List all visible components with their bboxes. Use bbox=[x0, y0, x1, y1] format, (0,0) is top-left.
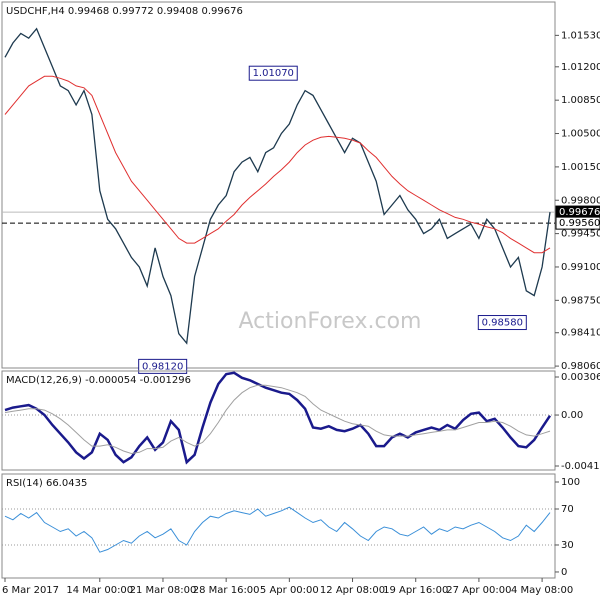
annotation-box bbox=[477, 315, 527, 331]
y-tick-label: 1.00150 bbox=[561, 162, 600, 173]
x-tick-label: 6 Mar 2017 bbox=[2, 585, 59, 596]
series-line bbox=[4, 371, 552, 465]
annotation-box bbox=[138, 358, 188, 374]
panel-frame bbox=[1, 1, 556, 369]
watermark: ActionForex.com bbox=[239, 309, 422, 334]
panel-title: RSI(14) 66.0435 bbox=[6, 478, 87, 489]
panel-title: USDCHF,H4 0.99468 0.99772 0.99408 0.9967… bbox=[6, 6, 243, 17]
y-tick-label: 1.01200 bbox=[561, 62, 600, 73]
y-tick-label: -0.004104 bbox=[561, 461, 600, 472]
level-box bbox=[555, 216, 600, 230]
y-tick-label: 0.98060 bbox=[561, 361, 600, 372]
level-label: 0.99560 bbox=[559, 218, 600, 229]
y-tick-label: 100 bbox=[561, 477, 580, 488]
y-tick-label: 1.01530 bbox=[561, 30, 600, 41]
title-bg bbox=[5, 478, 89, 489]
y-tick-label: 0.99100 bbox=[561, 262, 600, 273]
x-tick-label: 19 Apr 16:00 bbox=[383, 585, 448, 596]
x-tick-label: 5 Apr 00:00 bbox=[260, 585, 319, 596]
title-bg bbox=[5, 6, 244, 17]
annotation-label: 1.01070 bbox=[253, 68, 294, 79]
y-tick-label: 30 bbox=[561, 540, 574, 551]
y-tick-label: 70 bbox=[561, 504, 574, 515]
panel-frame bbox=[1, 473, 556, 579]
x-tick-label: 14 Mar 00:00 bbox=[66, 585, 133, 596]
x-tick-label: 28 Mar 16:00 bbox=[193, 585, 260, 596]
annotation-label: 0.98120 bbox=[142, 361, 183, 372]
y-tick-label: 0.99450 bbox=[561, 229, 600, 240]
series-line bbox=[4, 506, 551, 553]
title-bg bbox=[5, 375, 192, 386]
y-tick-label: 0.003063 bbox=[561, 372, 600, 383]
level-label: 0.99676 bbox=[559, 207, 600, 218]
series-line bbox=[4, 27, 551, 345]
panel-title: MACD(12,26,9) -0.000054 -0.001296 bbox=[6, 375, 191, 386]
x-tick-label: 4 May 08:00 bbox=[511, 585, 573, 596]
y-tick-label: 0.98410 bbox=[561, 328, 600, 339]
y-tick-label: 0.00 bbox=[561, 410, 583, 421]
y-tick-label: 0 bbox=[561, 567, 567, 578]
y-tick-label: 0.98750 bbox=[561, 295, 600, 306]
panel-frame bbox=[1, 370, 556, 471]
x-tick-label: 21 Mar 08:00 bbox=[130, 585, 197, 596]
y-tick-label: 1.00850 bbox=[561, 95, 600, 106]
annotation-box bbox=[248, 65, 298, 81]
x-tick-label: 12 Apr 08:00 bbox=[320, 585, 385, 596]
y-tick-label: 1.00500 bbox=[561, 129, 600, 140]
background bbox=[0, 0, 556, 600]
y-tick-label: 0.99800 bbox=[561, 195, 600, 206]
series-line bbox=[4, 384, 551, 455]
x-tick-label: 27 Apr 00:00 bbox=[446, 585, 511, 596]
series-line bbox=[4, 75, 551, 254]
annotation-label: 0.98580 bbox=[482, 318, 523, 329]
